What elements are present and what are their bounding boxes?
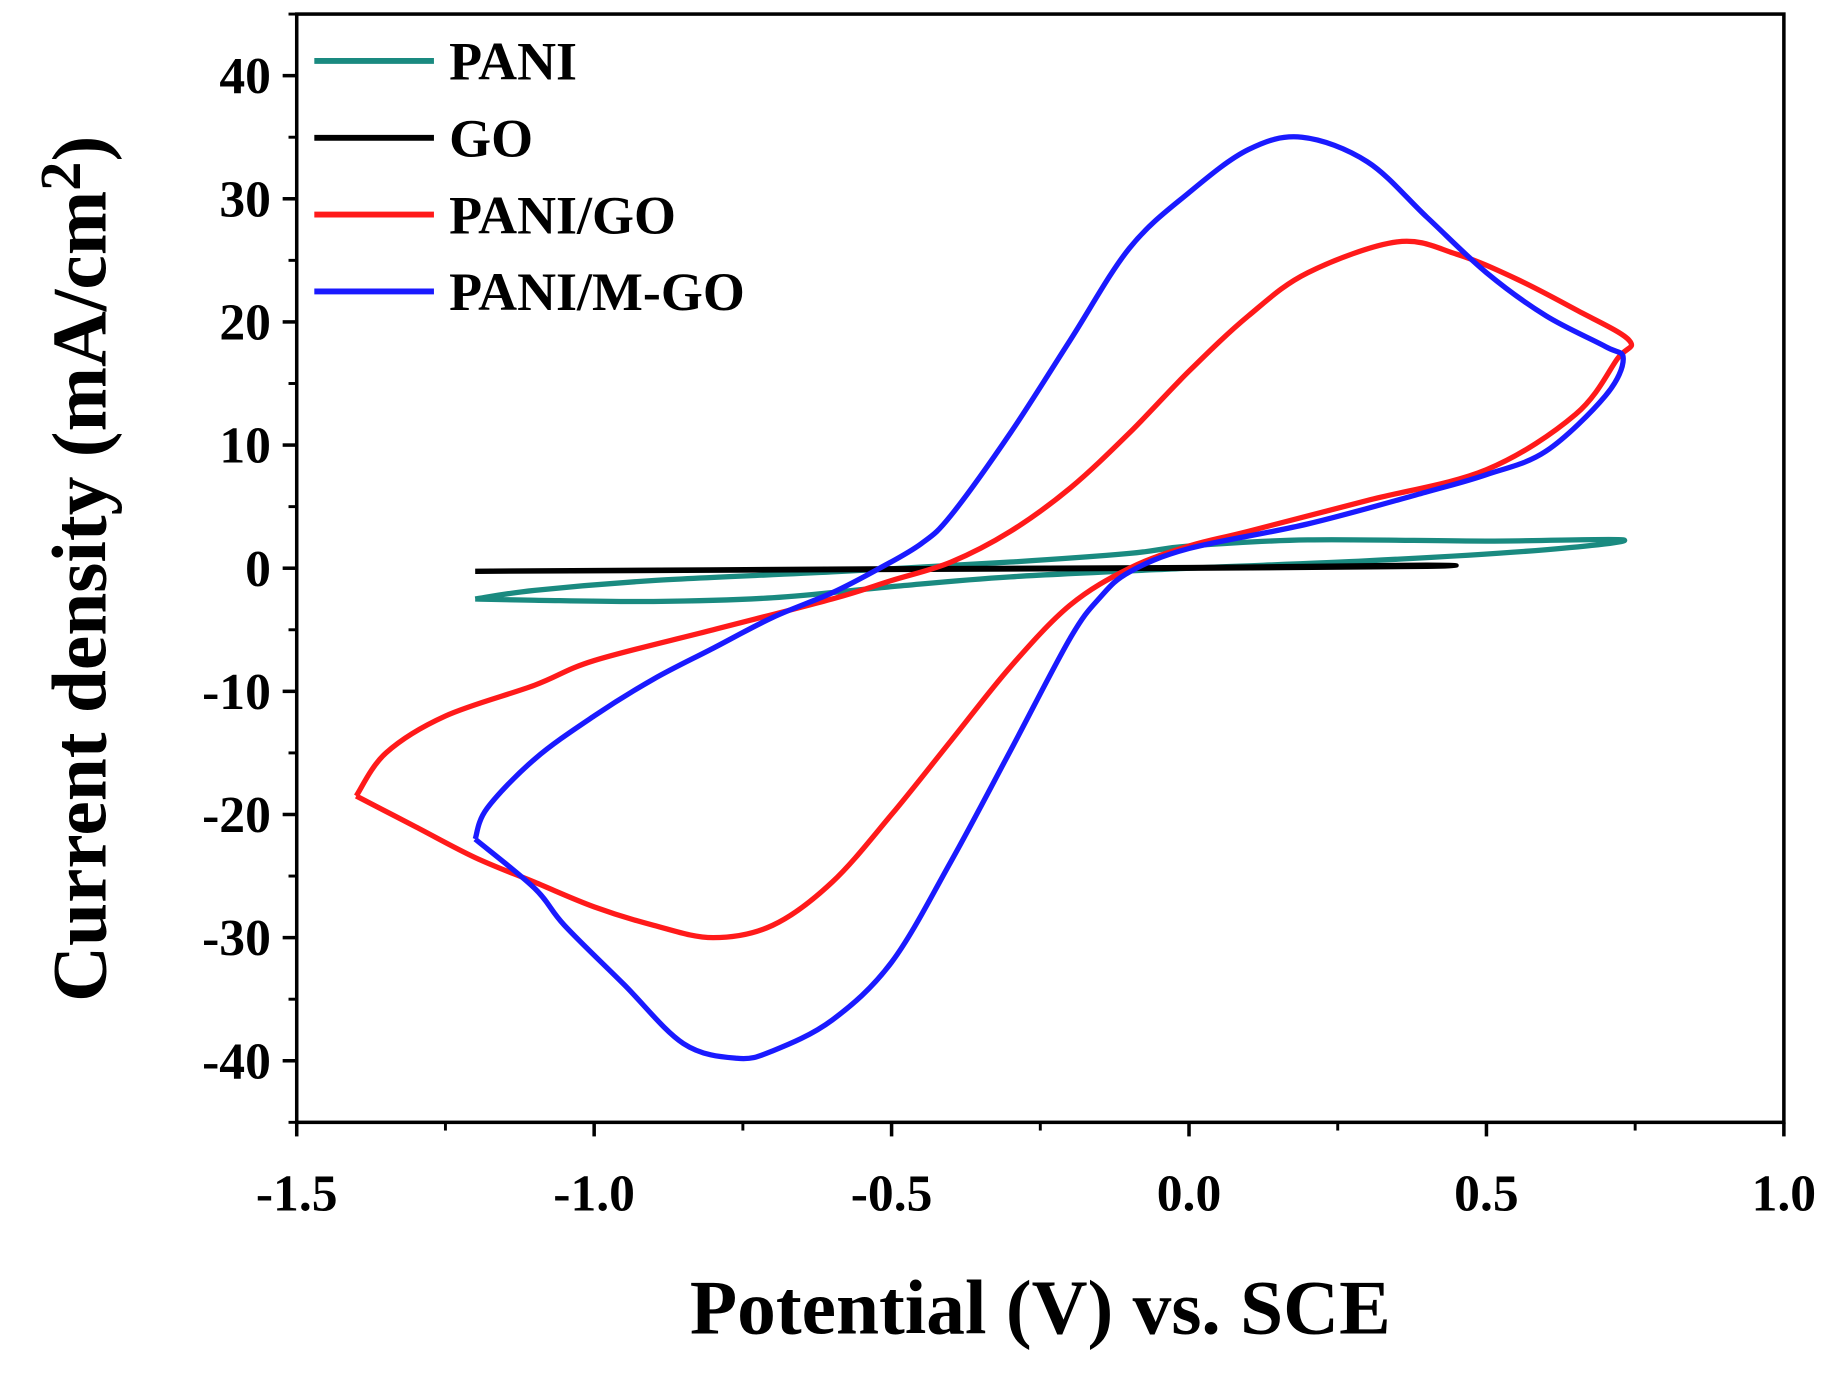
series-line-pani-m-go: [472, 134, 1626, 1062]
x-axis-label: Potential (V) vs. SCE: [690, 1264, 1391, 1350]
y-tick-label: 40: [219, 48, 271, 105]
legend-label: PANI/GO: [449, 185, 676, 245]
series-line-go: [475, 562, 1459, 574]
y-tick-label: -20: [202, 787, 271, 844]
y-tick-label: 30: [219, 171, 271, 228]
x-tick-label: -1.0: [553, 1165, 635, 1222]
y-tick-label: -40: [202, 1033, 271, 1090]
x-tick-label: -0.5: [851, 1165, 933, 1222]
legend-label: PANI/M-GO: [449, 262, 745, 322]
y-tick-label: 20: [219, 295, 271, 352]
legend-label: GO: [449, 109, 533, 169]
series-line-pani-go: [353, 238, 1635, 941]
legend-label: PANI: [449, 32, 577, 92]
x-tick-label: 0.5: [1454, 1165, 1519, 1222]
x-tick-label: 1.0: [1752, 1165, 1817, 1222]
y-tick-label: 10: [219, 418, 271, 475]
y-axis-label: Current density (mA/cm2): [28, 136, 123, 1002]
x-tick-label: -1.5: [256, 1165, 338, 1222]
y-tick-label: 0: [245, 541, 271, 598]
y-tick-label: -10: [202, 664, 271, 721]
x-tick-label: 0.0: [1157, 1165, 1222, 1222]
y-tick-label: -30: [202, 910, 271, 967]
